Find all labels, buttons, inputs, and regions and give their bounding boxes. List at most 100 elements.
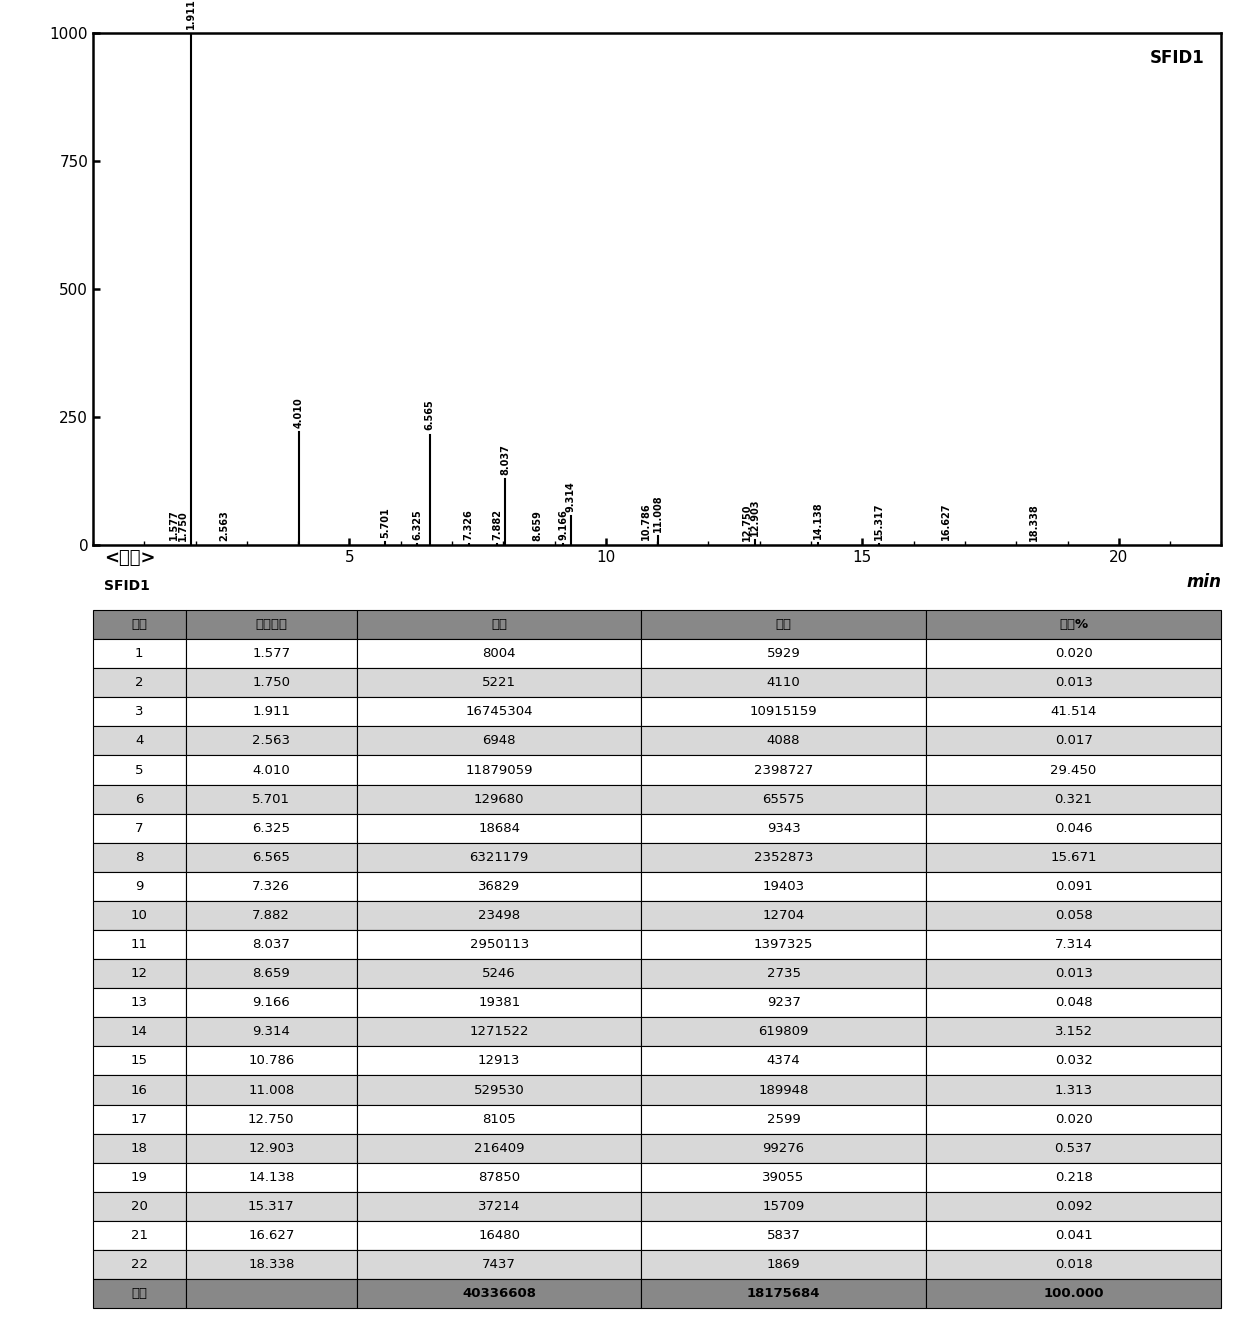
Text: 12: 12 (130, 967, 148, 980)
Text: 22: 22 (130, 1257, 148, 1271)
Text: 1.313: 1.313 (1054, 1083, 1092, 1096)
Text: 6.325: 6.325 (413, 510, 423, 541)
Text: 0.018: 0.018 (1055, 1257, 1092, 1271)
Bar (641, 697, 926, 726)
Text: 12.750: 12.750 (248, 1112, 295, 1126)
Bar (93, 726, 186, 755)
Text: 189948: 189948 (759, 1083, 808, 1096)
Text: 0.013: 0.013 (1055, 967, 1092, 980)
Text: 12.903: 12.903 (750, 498, 760, 535)
Bar (926, 814, 1221, 843)
Text: 0.091: 0.091 (1055, 880, 1092, 892)
Text: 5.701: 5.701 (381, 507, 391, 538)
Text: 7.326: 7.326 (464, 509, 474, 539)
Bar (641, 814, 926, 843)
Bar (926, 1134, 1221, 1163)
Bar (641, 1279, 926, 1308)
Bar (926, 1018, 1221, 1047)
Text: 18.338: 18.338 (248, 1257, 294, 1271)
Bar (93, 1192, 186, 1221)
Text: 5246: 5246 (482, 967, 516, 980)
Text: 7437: 7437 (482, 1257, 516, 1271)
Text: 保留时间: 保留时间 (255, 618, 288, 631)
Bar (186, 1047, 357, 1075)
Bar (357, 1221, 641, 1249)
Bar (926, 1192, 1221, 1221)
Bar (93, 872, 186, 900)
Bar (357, 1075, 641, 1104)
Text: 8.659: 8.659 (532, 510, 542, 541)
Bar (357, 843, 641, 872)
Bar (357, 988, 641, 1018)
Bar (186, 1163, 357, 1192)
Text: 9: 9 (135, 880, 144, 892)
Bar (641, 930, 926, 959)
Text: 2735: 2735 (766, 967, 801, 980)
Bar (357, 900, 641, 930)
Bar (357, 930, 641, 959)
Bar (641, 872, 926, 900)
Text: 14.138: 14.138 (813, 501, 823, 539)
Bar (186, 1249, 357, 1279)
Text: 12913: 12913 (479, 1055, 521, 1067)
Text: 15709: 15709 (763, 1200, 805, 1213)
Bar (93, 639, 186, 669)
Bar (93, 755, 186, 785)
Text: 23498: 23498 (479, 908, 521, 922)
Text: 0.537: 0.537 (1054, 1142, 1092, 1155)
Bar (93, 1018, 186, 1047)
Bar (93, 697, 186, 726)
Text: 5.701: 5.701 (252, 793, 290, 806)
Bar (641, 1192, 926, 1221)
Text: 5929: 5929 (766, 647, 801, 661)
Text: 14.138: 14.138 (248, 1171, 294, 1184)
Bar (641, 1075, 926, 1104)
Text: 10.786: 10.786 (641, 503, 651, 541)
Bar (186, 1075, 357, 1104)
Bar (186, 1134, 357, 1163)
Text: 7.882: 7.882 (492, 509, 502, 539)
Text: 2.563: 2.563 (219, 510, 229, 541)
Bar (926, 900, 1221, 930)
Text: 99276: 99276 (763, 1142, 805, 1155)
Text: 11: 11 (130, 938, 148, 951)
Bar (186, 669, 357, 697)
Text: 10.786: 10.786 (248, 1055, 294, 1067)
Text: 0.017: 0.017 (1055, 734, 1092, 747)
Text: 11.008: 11.008 (248, 1083, 294, 1096)
Bar (186, 755, 357, 785)
Bar (186, 1018, 357, 1047)
Bar (926, 610, 1221, 639)
Text: 高度: 高度 (775, 618, 791, 631)
Text: 0.321: 0.321 (1054, 793, 1092, 806)
Text: 100.000: 100.000 (1043, 1287, 1104, 1300)
Bar (641, 843, 926, 872)
Text: 3.152: 3.152 (1054, 1026, 1092, 1039)
Bar (93, 1163, 186, 1192)
Bar (186, 610, 357, 639)
Text: 19403: 19403 (763, 880, 805, 892)
Text: 20: 20 (131, 1200, 148, 1213)
Text: 5837: 5837 (766, 1229, 801, 1241)
Text: 8004: 8004 (482, 647, 516, 661)
Text: 21: 21 (130, 1229, 148, 1241)
Text: 4.010: 4.010 (294, 397, 304, 429)
Text: 11879059: 11879059 (465, 763, 533, 777)
Text: 18.338: 18.338 (1028, 503, 1039, 541)
Text: 2950113: 2950113 (470, 938, 528, 951)
Bar (357, 959, 641, 988)
Text: 41.514: 41.514 (1050, 706, 1096, 718)
Text: 3: 3 (135, 706, 144, 718)
Bar (357, 872, 641, 900)
Text: 87850: 87850 (479, 1171, 521, 1184)
Bar (357, 639, 641, 669)
Text: 10915159: 10915159 (750, 706, 817, 718)
Bar (93, 785, 186, 814)
Text: 16.627: 16.627 (248, 1229, 294, 1241)
Bar (926, 988, 1221, 1018)
Bar (186, 959, 357, 988)
Text: 9237: 9237 (766, 996, 801, 1010)
Bar (93, 814, 186, 843)
Bar (926, 1104, 1221, 1134)
Bar (641, 610, 926, 639)
